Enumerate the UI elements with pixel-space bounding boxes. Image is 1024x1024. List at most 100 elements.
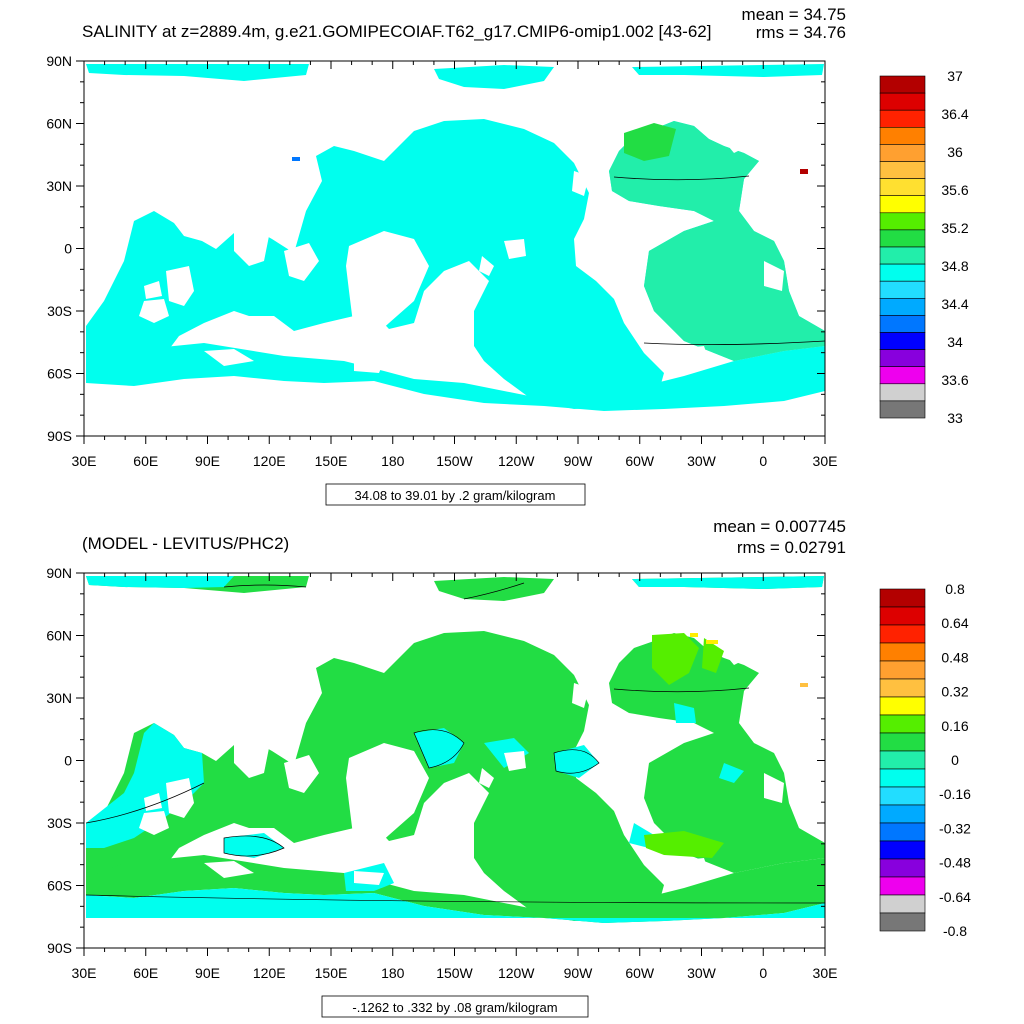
lat-label: 90S	[47, 940, 72, 956]
lat-label: 60S	[47, 878, 72, 894]
lon-label: 0	[759, 965, 767, 981]
colorbar-label: 0.16	[941, 718, 968, 734]
lon-label: 60E	[133, 453, 158, 469]
lon-label: 60E	[133, 965, 158, 981]
lon-label: 30E	[813, 965, 838, 981]
lon-label: 180	[381, 453, 405, 469]
panel-1-map	[84, 61, 825, 436]
panel-2-title: (MODEL - LEVITUS/PHC2)	[82, 534, 289, 553]
colorbar-swatch	[879, 660, 926, 680]
lon-label: 120W	[498, 965, 535, 981]
colorbar-label: 37	[947, 68, 963, 84]
lat-label: 90N	[46, 53, 72, 69]
lon-label: 30W	[687, 965, 717, 981]
lon-label: 0	[759, 453, 767, 469]
colorbar-swatch	[879, 195, 926, 214]
colorbar-label: 0.32	[941, 684, 968, 700]
colorbar-swatch	[879, 280, 926, 299]
panel-1-range-label: 34.08 to 39.01 by .2 gram/kilogram	[355, 488, 556, 503]
colorbar-swatch	[879, 383, 926, 402]
panel-1-range-box	[325, 483, 586, 506]
lat-label: 60N	[46, 116, 72, 132]
lat-label: 90S	[47, 428, 72, 444]
lat-label: 0	[64, 753, 72, 769]
colorbar-label: -0.16	[939, 786, 971, 802]
panel-2-lon-labels: 30E 60E 90E 120E 150E 180 150W 120W 90W 60W 30W 0 30…	[72, 965, 838, 981]
colorbar-label: -0.32	[939, 820, 971, 836]
colorbar-label: 0.64	[941, 615, 968, 631]
lat-label: 60N	[46, 628, 72, 644]
colorbar-swatch	[879, 768, 926, 788]
colorbar-label: 35.2	[941, 220, 968, 236]
colorbar-swatch	[879, 624, 926, 644]
lat-label: 30S	[47, 303, 72, 319]
colorbar-label: 33.6	[941, 372, 968, 388]
panel-2-range-label: -.1262 to .332 by .08 gram/kilogram	[352, 1000, 557, 1015]
colorbar-label: 33	[947, 410, 963, 426]
colorbar-swatch	[879, 127, 926, 145]
colorbar-label: -0.8	[943, 923, 967, 939]
panel-2-ticks	[76, 572, 826, 956]
panel-salinity: SALINITY at z=2889.4m, g.e21.GOMIPECOIAF…	[46, 5, 969, 506]
lon-label: 90E	[195, 453, 220, 469]
lat-label: 90N	[46, 565, 72, 581]
lon-label: 60W	[625, 965, 655, 981]
colorbar-swatch	[879, 92, 926, 111]
lon-label: 30W	[687, 453, 717, 469]
panel-1-colorbar: 37 36.4 36 35.6 35.2 34.8 34.4 34 33.6 33	[879, 68, 969, 426]
colorbar-label: 34.8	[941, 258, 968, 274]
lat-label: 30N	[46, 178, 72, 194]
colorbar-swatch	[879, 400, 926, 419]
lon-label: 90E	[195, 965, 220, 981]
colorbar-swatch	[879, 263, 926, 282]
panel-1-rms: rms = 34.76	[756, 23, 846, 42]
lon-label: 90W	[564, 965, 594, 981]
colorbar-swatch	[879, 246, 926, 265]
colorbar-swatch	[879, 588, 926, 608]
colorbar-swatch	[879, 894, 926, 914]
colorbar-swatch	[879, 804, 926, 824]
colorbar-label: 34.4	[941, 296, 968, 312]
colorbar-swatch	[879, 332, 926, 350]
panel-2-colorbar: 0.8 0.64 0.48 0.32 0.16 0 -0.16 -0.32 -0.48 -0.64…	[879, 581, 971, 939]
colorbar-swatch	[879, 876, 926, 896]
panel-2-mean: mean = 0.007745	[713, 517, 846, 536]
colorbar-label: -0.48	[939, 855, 971, 871]
colorbar-label: -0.64	[939, 889, 971, 905]
lon-label: 150W	[436, 965, 473, 981]
panel-1-lon-labels: 30E 60E 90E 120E 150E 180 150W 120W 90W 60W 30W 0 30…	[72, 453, 838, 469]
lon-label: 180	[381, 965, 405, 981]
lon-label: 150E	[315, 453, 348, 469]
colorbar-label: 35.6	[941, 182, 968, 198]
lon-label: 150E	[315, 965, 348, 981]
colorbar-swatch	[879, 161, 926, 179]
colorbar-swatch	[879, 606, 926, 626]
colorbar-swatch	[879, 315, 926, 333]
panel-2-lat-labels: 90N 60N 30N 0 30S 60S 90S	[46, 565, 72, 956]
panel-2-range-box	[321, 995, 589, 1018]
colorbar-swatch	[879, 696, 926, 716]
lon-label: 30E	[72, 965, 97, 981]
colorbar-swatch	[879, 144, 926, 162]
panel-1-ticks	[76, 60, 826, 444]
colorbar-swatch	[879, 912, 926, 932]
colorbar-label: 36	[947, 144, 963, 160]
colorbar-label: 0.48	[941, 649, 968, 665]
colorbar-swatch	[879, 75, 926, 94]
panel-2-rms: rms = 0.02791	[737, 538, 846, 557]
colorbar-swatch	[879, 822, 926, 842]
lon-label: 30E	[72, 453, 97, 469]
colorbar-swatch	[879, 109, 926, 128]
panel-1-lat-labels: 90N 60N 30N 0 30S 60S 90S	[46, 53, 72, 444]
colorbar-swatch	[879, 750, 926, 770]
colorbar-swatch	[879, 212, 926, 231]
panel-2-map	[84, 573, 825, 948]
lon-label: 120E	[253, 965, 286, 981]
colorbar-swatch	[879, 229, 926, 248]
lat-label: 0	[64, 241, 72, 257]
lon-label: 120E	[253, 453, 286, 469]
lon-label: 150W	[436, 453, 473, 469]
panel-1-title: SALINITY at z=2889.4m, g.e21.GOMIPECOIAF…	[82, 22, 711, 41]
lon-label: 120W	[498, 453, 535, 469]
